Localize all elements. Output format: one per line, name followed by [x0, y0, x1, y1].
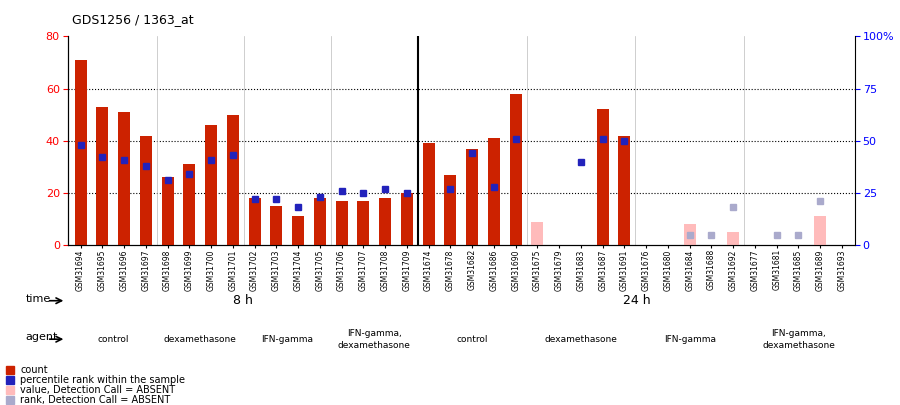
Bar	[292, 216, 304, 245]
Text: IFN-gamma: IFN-gamma	[261, 335, 313, 344]
Bar	[248, 198, 261, 245]
Text: percentile rank within the sample: percentile rank within the sample	[20, 375, 185, 385]
Bar	[400, 193, 413, 245]
Bar	[488, 138, 500, 245]
Bar	[140, 136, 152, 245]
Bar	[509, 94, 522, 245]
Text: 24 h: 24 h	[623, 294, 650, 307]
Text: IFN-gamma,
dexamethasone: IFN-gamma, dexamethasone	[762, 329, 835, 350]
Bar	[379, 198, 392, 245]
Bar	[597, 109, 608, 245]
Text: value, Detection Call = ABSENT: value, Detection Call = ABSENT	[20, 385, 176, 395]
Text: 8 h: 8 h	[233, 294, 253, 307]
Bar	[684, 224, 696, 245]
Bar	[75, 60, 86, 245]
Bar	[814, 216, 826, 245]
Bar	[96, 107, 108, 245]
Bar	[314, 198, 326, 245]
Bar	[184, 164, 195, 245]
Bar	[118, 112, 130, 245]
Text: count: count	[20, 364, 48, 375]
Text: agent: agent	[25, 332, 58, 342]
Bar	[227, 115, 239, 245]
Bar	[423, 143, 435, 245]
Text: IFN-gamma,
dexamethasone: IFN-gamma, dexamethasone	[338, 329, 410, 350]
Bar	[357, 201, 369, 245]
Text: dexamethasone: dexamethasone	[544, 335, 617, 344]
Bar	[205, 125, 217, 245]
Bar	[727, 232, 739, 245]
Text: control: control	[456, 335, 488, 344]
Text: control: control	[97, 335, 129, 344]
Bar	[466, 149, 478, 245]
Bar	[336, 201, 347, 245]
Bar	[531, 222, 544, 245]
Bar	[618, 136, 630, 245]
Text: GDS1256 / 1363_at: GDS1256 / 1363_at	[72, 13, 194, 26]
Text: dexamethasone: dexamethasone	[164, 335, 237, 344]
Text: time: time	[25, 294, 50, 305]
Bar	[445, 175, 456, 245]
Bar	[162, 177, 174, 245]
Text: rank, Detection Call = ABSENT: rank, Detection Call = ABSENT	[20, 395, 170, 405]
Bar	[270, 206, 283, 245]
Text: IFN-gamma: IFN-gamma	[663, 335, 716, 344]
